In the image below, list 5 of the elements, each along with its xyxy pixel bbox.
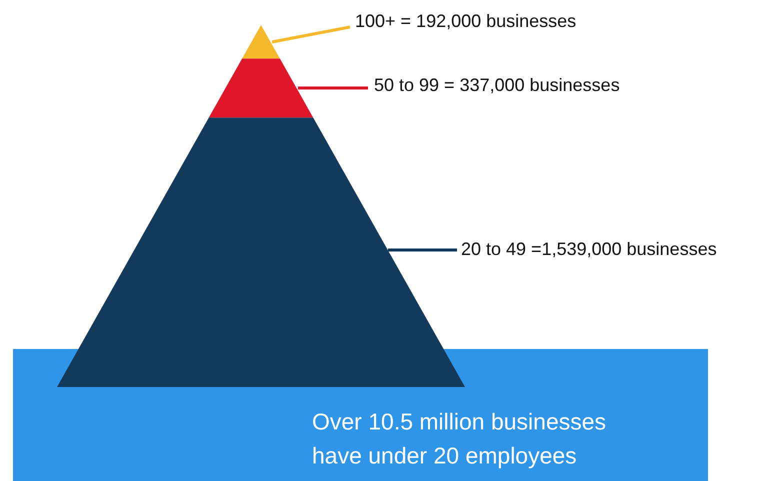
text: have under 20 employees xyxy=(312,442,577,468)
data-label: 50 to 99 = 337,000 businesses xyxy=(374,74,620,95)
text: Over 10.5 million businesses xyxy=(312,408,606,434)
data-label: 100+ = 192,000 businesses xyxy=(355,10,576,31)
data-label: 20 to 49 =1,539,000 businesses xyxy=(461,238,717,259)
